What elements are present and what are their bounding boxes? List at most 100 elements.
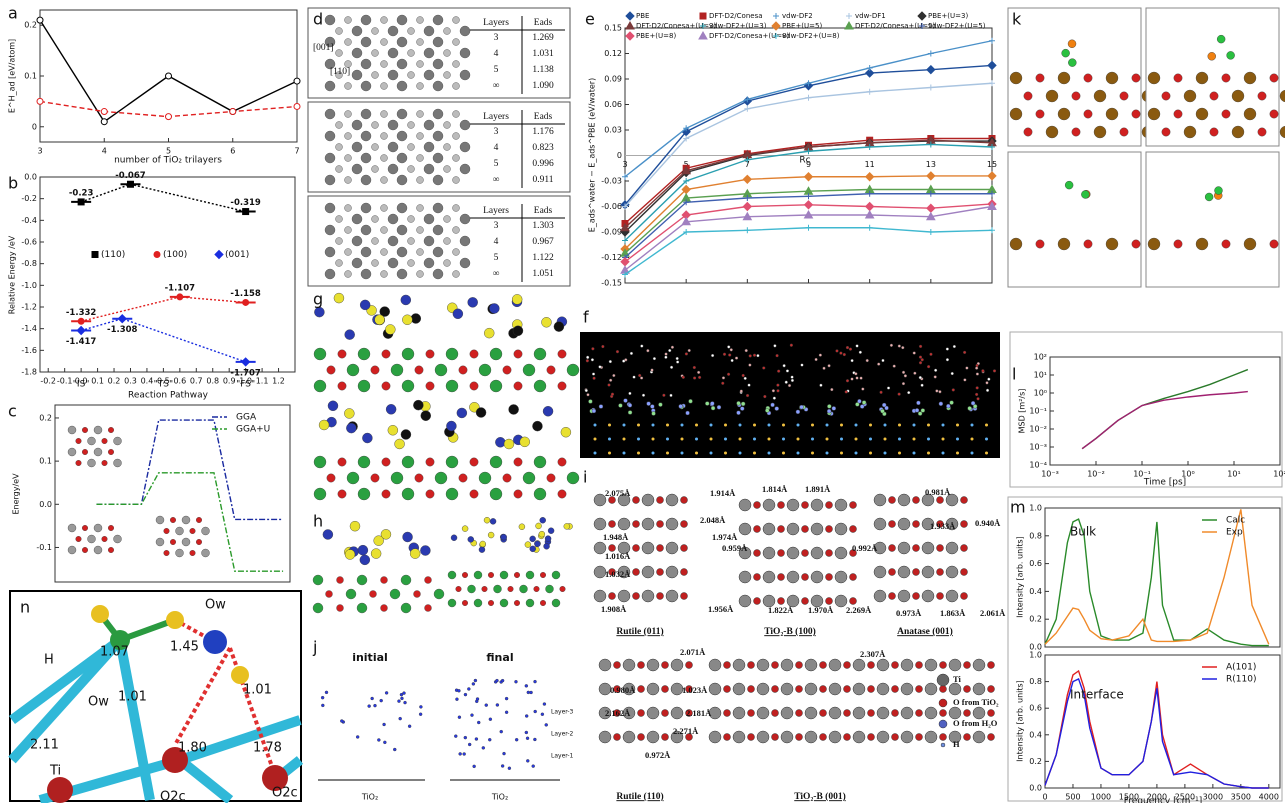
atom (608, 452, 611, 455)
atom (856, 345, 859, 348)
ti-atom (925, 707, 937, 719)
atom (434, 589, 444, 599)
atom (1120, 92, 1128, 100)
atom (202, 549, 210, 557)
marker (230, 109, 236, 115)
atom (371, 549, 381, 559)
marker (845, 22, 853, 29)
atom (420, 546, 430, 556)
atom (495, 437, 505, 447)
atom (869, 452, 872, 455)
distance-label: 1.956Å (708, 604, 734, 614)
atom (586, 359, 589, 362)
marker (988, 61, 996, 69)
atom (338, 382, 346, 390)
ti-atom (853, 683, 865, 695)
atom (722, 376, 725, 379)
atom (176, 527, 184, 535)
atom (460, 236, 470, 246)
atom (601, 345, 604, 348)
atom (587, 393, 590, 396)
ti-atom (647, 731, 659, 743)
atom (400, 697, 403, 700)
ti-atom (946, 590, 958, 602)
atom (946, 348, 949, 351)
atom (558, 382, 566, 390)
atom (861, 388, 864, 391)
y-tick-label: 10⁻² (1029, 425, 1047, 434)
legend-icon (939, 720, 947, 728)
o-atom (638, 710, 645, 717)
atom-label: Ow (88, 695, 109, 710)
o-atom (681, 569, 688, 576)
atom (460, 120, 470, 130)
atom (533, 738, 536, 741)
y-tick-label: 0.8 (1029, 677, 1042, 686)
atom (108, 547, 114, 553)
atom (361, 59, 371, 69)
distance-label: 1.974Å (712, 532, 738, 542)
o-atom (657, 569, 664, 576)
atom (530, 691, 533, 694)
o-atom (796, 686, 803, 693)
atom (695, 424, 698, 427)
atom (380, 699, 383, 702)
atom (514, 382, 522, 390)
atom (345, 111, 352, 118)
y-tick-label: -0.15 (601, 279, 622, 288)
atom (468, 536, 474, 542)
atom (476, 408, 486, 418)
atom (791, 379, 794, 382)
atom (475, 738, 478, 741)
atom (327, 474, 335, 482)
o-atom (820, 734, 827, 741)
atom (721, 382, 724, 385)
atom (336, 122, 343, 129)
atom (82, 449, 88, 455)
y-tick-label: 0.4 (1029, 587, 1042, 596)
distance-label: 1.016Å (605, 551, 631, 561)
atom (504, 439, 514, 449)
ti-atom (671, 659, 683, 671)
atom (739, 438, 742, 441)
atom (426, 490, 434, 498)
o-atom (638, 734, 645, 741)
x-tick-label: 5 (166, 147, 171, 156)
atom (985, 452, 988, 455)
marker (806, 225, 812, 231)
atom (819, 354, 822, 357)
ti-atom (835, 523, 847, 535)
ti-atom (874, 518, 886, 530)
atom (402, 456, 414, 468)
marker (626, 22, 634, 29)
ti-atom (709, 659, 721, 671)
marker (927, 66, 935, 74)
ti-atom (733, 659, 745, 671)
o-atom (633, 569, 640, 576)
legend-label: Ti (953, 674, 962, 684)
panel-label: b (8, 174, 18, 193)
atom (494, 585, 502, 593)
panel-label: a (8, 4, 18, 23)
atom (585, 389, 588, 392)
legend-icon (941, 743, 945, 747)
ti-atom (647, 707, 659, 719)
y-tick-label: -0.09 (601, 228, 622, 237)
y-tick-label: 0.03 (604, 126, 622, 135)
atom (963, 379, 966, 382)
atom (446, 456, 458, 468)
o-atom (778, 550, 785, 557)
atom (594, 452, 597, 455)
atom (373, 704, 376, 707)
atom (388, 70, 398, 80)
atom (325, 15, 335, 25)
atom (526, 737, 529, 740)
atom (869, 438, 872, 441)
legend-label: (001) (225, 250, 249, 260)
atom (1280, 126, 1285, 138)
atom (425, 577, 432, 584)
atom (777, 384, 780, 387)
atom (777, 389, 780, 392)
atom (513, 326, 523, 336)
atom (470, 458, 478, 466)
